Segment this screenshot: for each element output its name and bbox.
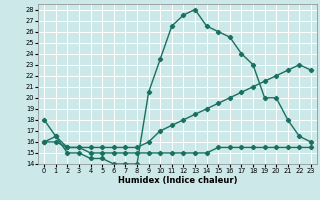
X-axis label: Humidex (Indice chaleur): Humidex (Indice chaleur) — [118, 176, 237, 185]
